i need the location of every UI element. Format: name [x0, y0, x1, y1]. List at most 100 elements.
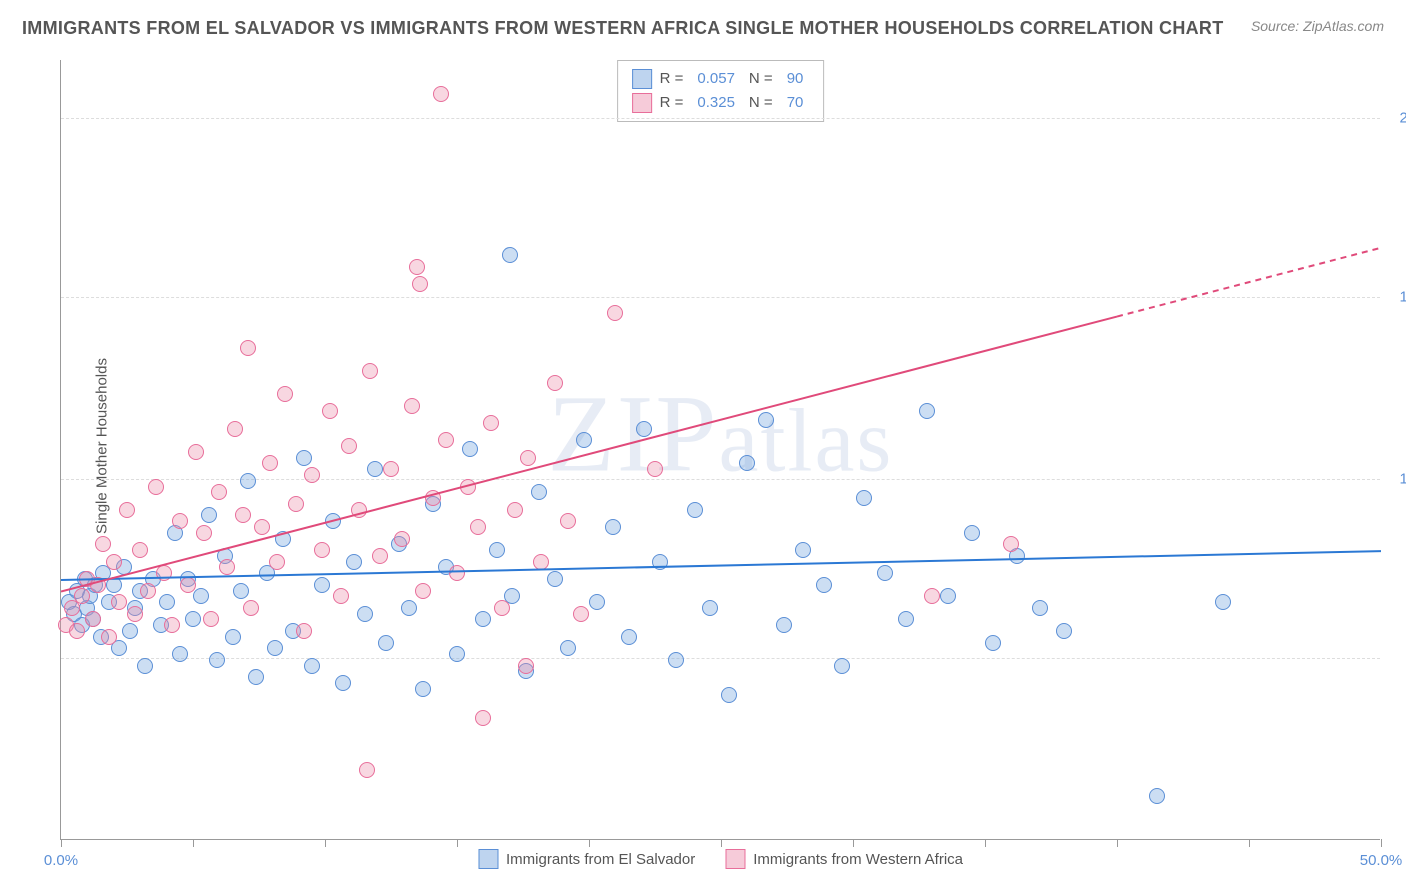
legend-item: Immigrants from Western Africa: [725, 849, 963, 869]
scatter-point: [172, 513, 188, 529]
scatter-point: [196, 525, 212, 541]
scatter-point: [90, 577, 106, 593]
legend-item: Immigrants from El Salvador: [478, 849, 695, 869]
scatter-point: [502, 247, 518, 263]
scatter-point: [433, 86, 449, 102]
scatter-point: [95, 536, 111, 552]
scatter-point: [101, 629, 117, 645]
scatter-point: [225, 629, 241, 645]
r-label: R =: [660, 91, 684, 115]
x-tick: [1249, 839, 1250, 847]
grid-line: [61, 118, 1380, 119]
scatter-point: [351, 502, 367, 518]
grid-line: [61, 658, 1380, 659]
scatter-point: [940, 588, 956, 604]
scatter-point: [449, 565, 465, 581]
scatter-point: [335, 675, 351, 691]
scatter-point: [106, 554, 122, 570]
scatter-point: [267, 640, 283, 656]
scatter-point: [254, 519, 270, 535]
scatter-point: [668, 652, 684, 668]
scatter-point: [1032, 600, 1048, 616]
scatter-point: [739, 455, 755, 471]
chart-title: IMMIGRANTS FROM EL SALVADOR VS IMMIGRANT…: [22, 18, 1224, 39]
scatter-point: [227, 421, 243, 437]
scatter-point: [758, 412, 774, 428]
scatter-point: [193, 588, 209, 604]
x-tick: [325, 839, 326, 847]
scatter-point: [573, 606, 589, 622]
scatter-point: [520, 450, 536, 466]
scatter-point: [235, 507, 251, 523]
r-value: 0.057: [691, 67, 741, 91]
x-tick: [853, 839, 854, 847]
scatter-point: [547, 375, 563, 391]
scatter-point: [333, 588, 349, 604]
scatter-point: [877, 565, 893, 581]
scatter-point: [325, 513, 341, 529]
scatter-point: [985, 635, 1001, 651]
scatter-point: [547, 571, 563, 587]
scatter-point: [367, 461, 383, 477]
y-tick-label: 18.8%: [1399, 288, 1406, 305]
scatter-point: [372, 548, 388, 564]
x-tick: [61, 839, 62, 847]
scatter-point: [378, 635, 394, 651]
scatter-point: [132, 542, 148, 558]
scatter-point: [275, 531, 291, 547]
scatter-point: [296, 450, 312, 466]
scatter-point: [188, 444, 204, 460]
scatter-point: [560, 640, 576, 656]
scatter-point: [795, 542, 811, 558]
legend-label: Immigrants from El Salvador: [506, 851, 695, 868]
scatter-point: [576, 432, 592, 448]
scatter-point: [647, 461, 663, 477]
scatter-point: [483, 415, 499, 431]
scatter-point: [412, 276, 428, 292]
scatter-point: [462, 441, 478, 457]
scatter-point: [322, 403, 338, 419]
stats-legend-row: R = 0.325 N = 70: [632, 91, 810, 115]
scatter-point: [85, 611, 101, 627]
source-attribution: Source: ZipAtlas.com: [1251, 18, 1384, 34]
scatter-point: [460, 479, 476, 495]
scatter-point: [111, 594, 127, 610]
scatter-point: [607, 305, 623, 321]
scatter-point: [314, 577, 330, 593]
scatter-point: [357, 606, 373, 622]
scatter-point: [816, 577, 832, 593]
scatter-point: [304, 658, 320, 674]
scatter-point: [240, 340, 256, 356]
scatter-point: [560, 513, 576, 529]
scatter-point: [296, 623, 312, 639]
legend-label: Immigrants from Western Africa: [753, 851, 963, 868]
scatter-point: [341, 438, 357, 454]
scatter-point: [475, 611, 491, 627]
x-tick: [589, 839, 590, 847]
scatter-point: [172, 646, 188, 662]
scatter-point: [394, 531, 410, 547]
scatter-point: [409, 259, 425, 275]
scatter-point: [240, 473, 256, 489]
scatter-point: [401, 600, 417, 616]
scatter-point: [248, 669, 264, 685]
scatter-point: [834, 658, 850, 674]
r-value: 0.325: [691, 91, 741, 115]
scatter-point: [211, 484, 227, 500]
scatter-point: [288, 496, 304, 512]
y-tick-label: 25.0%: [1399, 109, 1406, 126]
swatch-icon: [478, 849, 498, 869]
scatter-point: [304, 467, 320, 483]
scatter-point: [449, 646, 465, 662]
scatter-point: [898, 611, 914, 627]
r-label: R =: [660, 67, 684, 91]
scatter-point: [209, 652, 225, 668]
scatter-point: [489, 542, 505, 558]
n-value: 90: [781, 67, 810, 91]
x-tick: [193, 839, 194, 847]
scatter-point: [119, 502, 135, 518]
scatter-point: [243, 600, 259, 616]
scatter-point: [475, 710, 491, 726]
scatter-point: [652, 554, 668, 570]
scatter-point: [148, 479, 164, 495]
